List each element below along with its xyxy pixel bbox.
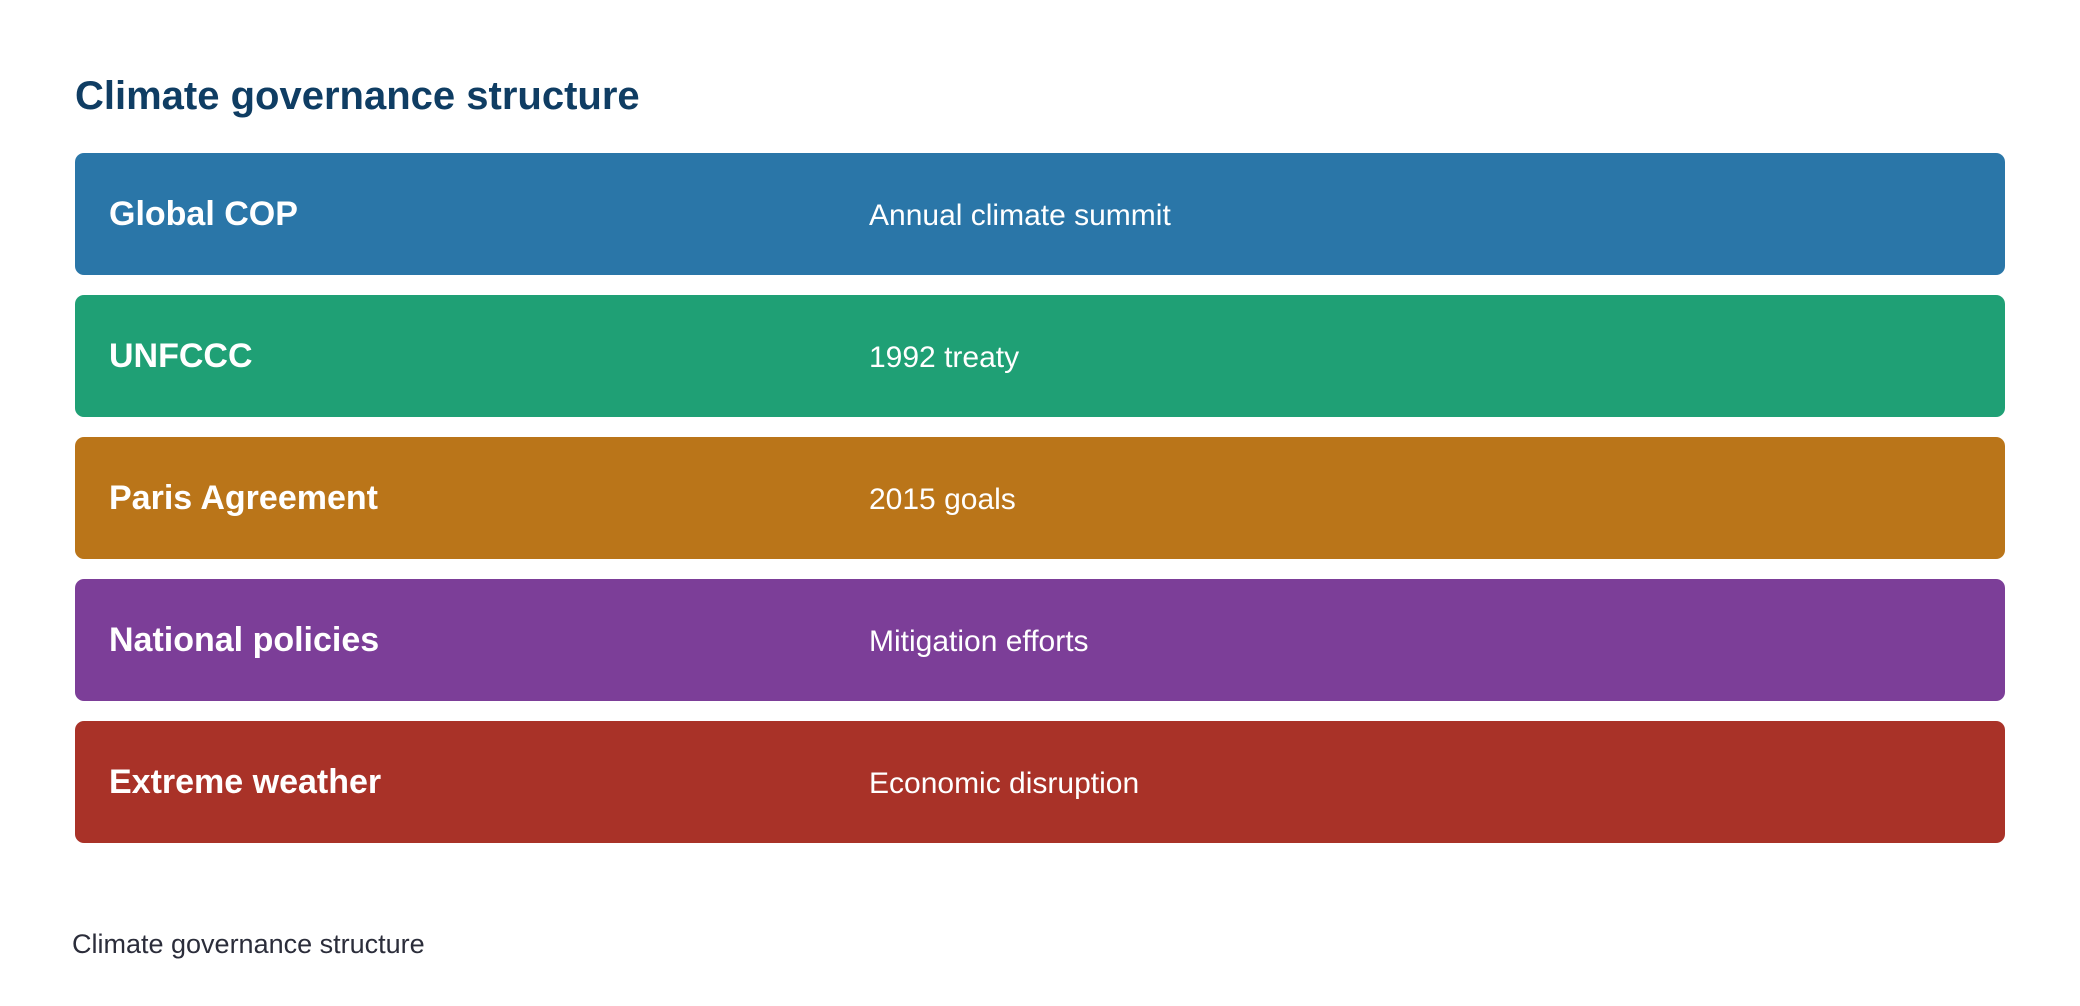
level-row-extreme-weather: Extreme weather Economic disruption xyxy=(75,721,2005,843)
governance-levels: Global COP Annual climate summit UNFCCC … xyxy=(75,153,2005,863)
level-row-unfccc: UNFCCC 1992 treaty xyxy=(75,295,2005,417)
level-description: 1992 treaty xyxy=(869,341,1020,374)
figure-caption: Climate governance structure xyxy=(72,929,425,959)
level-label: Global COP xyxy=(109,195,298,233)
level-label: Paris Agreement xyxy=(109,479,378,517)
level-row-national-policies: National policies Mitigation efforts xyxy=(75,579,2005,701)
level-description: Economic disruption xyxy=(869,767,1140,800)
level-label: National policies xyxy=(109,621,380,659)
level-row-global-cop: Global COP Annual climate summit xyxy=(75,153,2005,275)
level-label: Extreme weather xyxy=(109,763,382,801)
level-description: Mitigation efforts xyxy=(869,625,1089,658)
page-title: Climate governance structure xyxy=(75,74,640,118)
level-row-paris-agreement: Paris Agreement 2015 goals xyxy=(75,437,2005,559)
level-description: Annual climate summit xyxy=(869,199,1171,232)
level-label: UNFCCC xyxy=(109,337,253,375)
level-description: 2015 goals xyxy=(869,483,1016,516)
